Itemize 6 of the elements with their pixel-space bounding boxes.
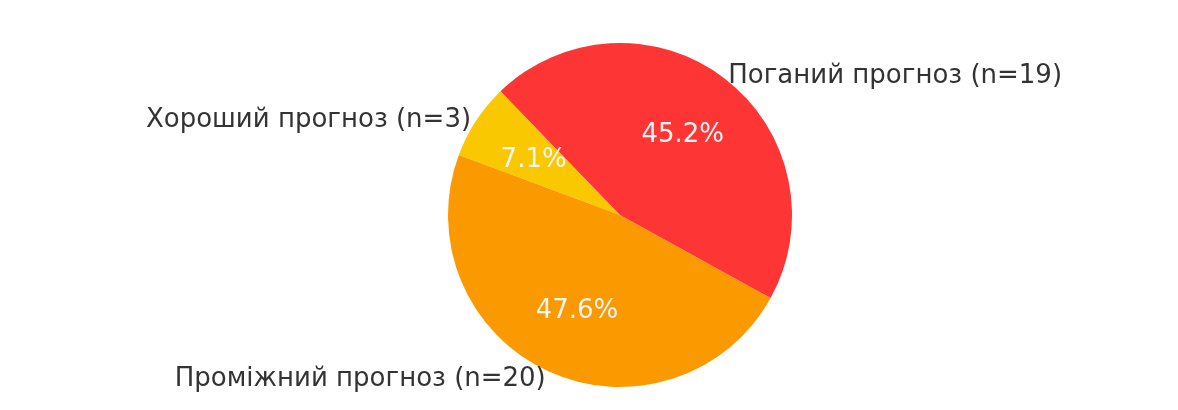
data-label: 45.2% [641, 118, 725, 149]
slice-label: Проміжний прогноз (n=20) [174, 361, 546, 392]
data-label: 7.1% [500, 143, 567, 174]
data-label: 47.6% [535, 293, 619, 324]
slice-label: Поганий прогноз (n=19) [728, 58, 1063, 89]
slice-label: Хороший прогноз (n=3) [145, 102, 472, 133]
